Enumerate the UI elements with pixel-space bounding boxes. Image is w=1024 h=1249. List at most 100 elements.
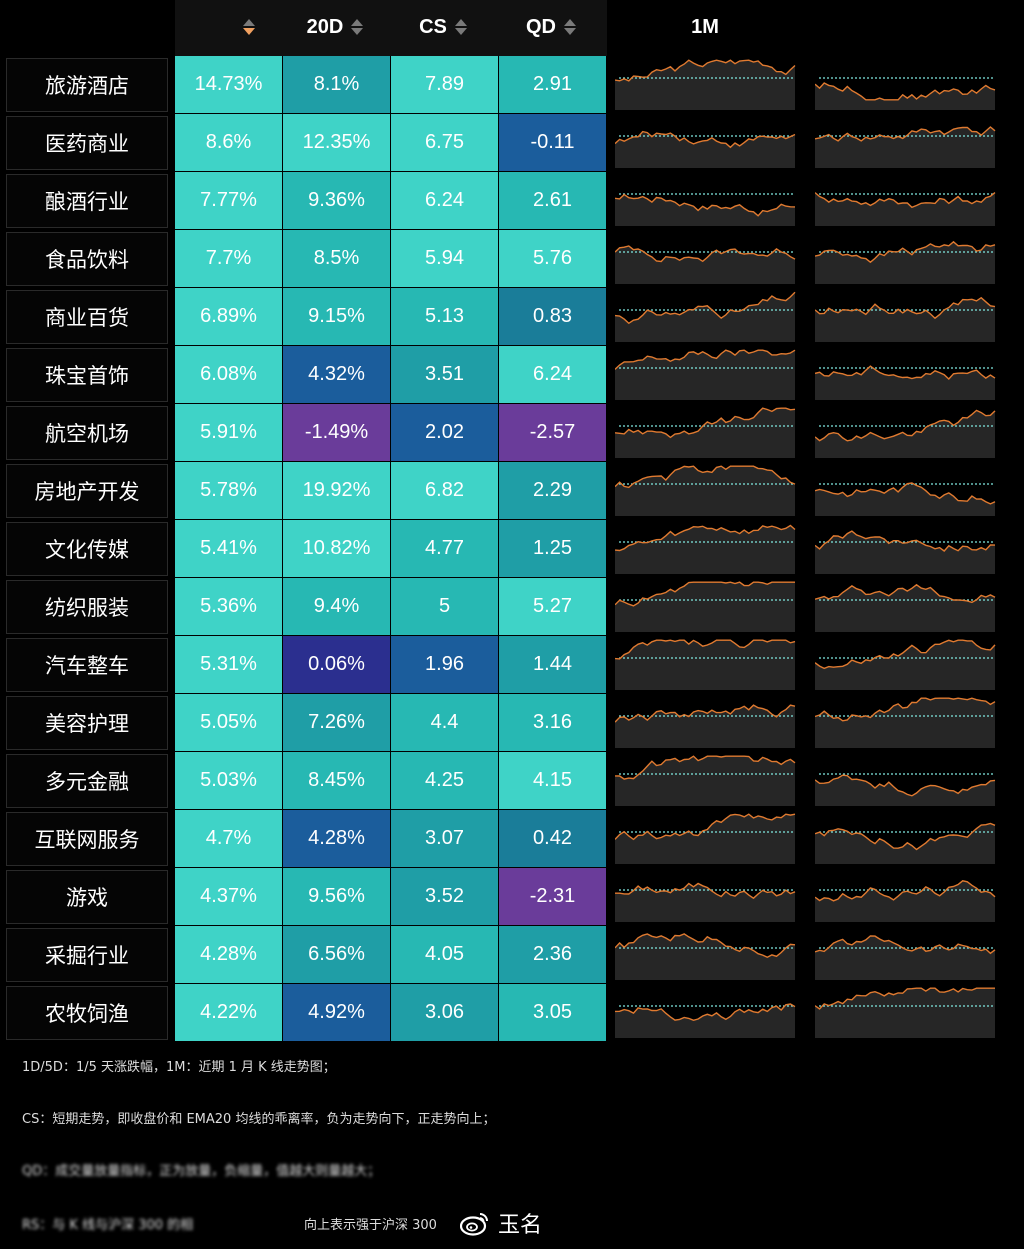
sparkline-1m — [615, 638, 799, 690]
cell-cs: 6.24 — [391, 172, 498, 229]
cell-d20: 4.32% — [283, 346, 390, 403]
sparkline-area — [615, 246, 795, 284]
sparkline-area — [615, 131, 795, 168]
sparkline-rs — [815, 522, 999, 574]
cell-d1: 4.7% — [175, 810, 282, 867]
sparkline-area — [815, 297, 995, 342]
column-header-cs[interactable]: CS — [398, 12, 488, 42]
sparkline-area — [615, 292, 795, 342]
sector-name: 游戏 — [6, 870, 168, 924]
sparkline-1m — [615, 290, 799, 342]
table-row[interactable]: 汽车整车 5.31% 0.06% 1.96 1.44 — [0, 636, 1024, 694]
sparkline-area — [815, 823, 995, 864]
cell-d1: 7.77% — [175, 172, 282, 229]
sort-control-1d[interactable] — [230, 12, 260, 42]
sparkline-area — [615, 883, 795, 922]
table-row[interactable]: 美容护理 5.05% 7.26% 4.4 3.16 — [0, 694, 1024, 752]
table-row[interactable]: 纺织服装 5.36% 9.4% 5 5.27 — [0, 578, 1024, 636]
sector-name: 互联网服务 — [6, 812, 168, 866]
column-header-20d[interactable]: 20D — [290, 12, 380, 42]
sparkline-area — [815, 935, 995, 980]
cell-qd: 4.15 — [499, 752, 606, 809]
sparkline-1m — [615, 870, 799, 922]
cell-qd: 6.24 — [499, 346, 606, 403]
sparkline-line — [815, 880, 996, 902]
sparkline-rs — [815, 406, 999, 458]
table-row[interactable]: 食品饮料 7.7% 8.5% 5.94 5.76 — [0, 230, 1024, 288]
sparkline-area — [615, 194, 795, 226]
sparkline-1m — [615, 928, 799, 980]
cell-d20: 9.15% — [283, 288, 390, 345]
sparkline-line — [815, 987, 995, 1010]
table-row[interactable]: 互联网服务 4.7% 4.28% 3.07 0.42 — [0, 810, 1024, 868]
sparkline-rs — [815, 928, 999, 980]
table-row[interactable]: 农牧饲渔 4.22% 4.92% 3.06 3.05 — [0, 984, 1024, 1042]
table-row[interactable]: 航空机场 5.91% -1.49% 2.02 -2.57 — [0, 404, 1024, 462]
sparkline-line — [815, 482, 996, 505]
note-rs-left: RS：与 K 线与沪深 300 的相 — [22, 1218, 194, 1233]
cell-d20: 19.92% — [283, 462, 390, 519]
cell-qd: 0.83 — [499, 288, 606, 345]
sparkline-rs — [815, 348, 999, 400]
cell-d20: 12.35% — [283, 114, 390, 171]
watermark-text: 玉名 — [498, 1213, 543, 1238]
sector-name: 医药商业 — [6, 116, 168, 170]
sector-name: 纺织服装 — [6, 580, 168, 634]
sparkline-rs — [815, 754, 999, 806]
table-row[interactable]: 医药商业 8.6% 12.35% 6.75 -0.11 — [0, 114, 1024, 172]
sparkline-area — [815, 880, 995, 922]
sparkline-1m — [615, 348, 799, 400]
table-row[interactable]: 采掘行业 4.28% 6.56% 4.05 2.36 — [0, 926, 1024, 984]
sparkline-area — [615, 466, 795, 516]
sparkline-line — [815, 530, 996, 552]
table-row[interactable]: 文化传媒 5.41% 10.82% 4.77 1.25 — [0, 520, 1024, 578]
sparkline-line — [615, 524, 796, 552]
sparkline-area — [815, 584, 995, 632]
column-header-qd[interactable]: QD — [506, 12, 596, 42]
sparkline-line — [815, 192, 996, 209]
cell-qd: 1.44 — [499, 636, 606, 693]
sort-icon — [454, 17, 467, 37]
cell-d1: 5.03% — [175, 752, 282, 809]
sector-name: 航空机场 — [6, 406, 168, 460]
sparkline-area — [815, 698, 995, 748]
table-row[interactable]: 房地产开发 5.78% 19.92% 6.82 2.29 — [0, 462, 1024, 520]
cell-qd: 2.29 — [499, 462, 606, 519]
cell-d20: 6.56% — [283, 926, 390, 983]
sparkline-1m — [615, 116, 799, 168]
cell-d20: 4.92% — [283, 984, 390, 1041]
sparkline-area — [615, 60, 795, 110]
cell-d1: 5.91% — [175, 404, 282, 461]
weibo-logo-icon — [460, 1213, 488, 1236]
table-row[interactable]: 游戏 4.37% 9.56% 3.52 -2.31 — [0, 868, 1024, 926]
sparkline-1m — [615, 522, 799, 574]
cell-d1: 4.28% — [175, 926, 282, 983]
sparkline-line — [815, 822, 996, 851]
table-row[interactable]: 旅游酒店 14.73% 8.1% 7.89 2.91 — [0, 56, 1024, 114]
sparkline-line — [815, 583, 996, 604]
sparkline-line — [815, 82, 996, 101]
sparkline-line — [815, 409, 996, 442]
table-row[interactable]: 商业百货 6.89% 9.15% 5.13 0.83 — [0, 288, 1024, 346]
sparkline-rs — [815, 464, 999, 516]
cell-cs: 6.82 — [391, 462, 498, 519]
sector-name: 汽车整车 — [6, 638, 168, 692]
table-row[interactable]: 酿酒行业 7.77% 9.36% 6.24 2.61 — [0, 172, 1024, 230]
cell-cs: 4.4 — [391, 694, 498, 751]
table-row[interactable]: 珠宝首饰 6.08% 4.32% 3.51 6.24 — [0, 346, 1024, 404]
cell-d20: 8.5% — [283, 230, 390, 287]
cell-qd: 3.05 — [499, 984, 606, 1041]
sort-icon — [564, 17, 576, 37]
cell-d20: 9.56% — [283, 868, 390, 925]
sparkline-1m — [615, 696, 799, 748]
cell-d20: -1.49% — [283, 404, 390, 461]
sparkline-line — [615, 755, 796, 780]
cell-cs: 4.77 — [391, 520, 498, 577]
sparkline-line — [815, 365, 996, 380]
cell-d1: 5.05% — [175, 694, 282, 751]
cell-cs: 5.94 — [391, 230, 498, 287]
sparkline-area — [615, 1004, 795, 1038]
table-row[interactable]: 多元金融 5.03% 8.45% 4.25 4.15 — [0, 752, 1024, 810]
sector-name: 商业百货 — [6, 290, 168, 344]
sparkline-rs — [815, 116, 999, 168]
